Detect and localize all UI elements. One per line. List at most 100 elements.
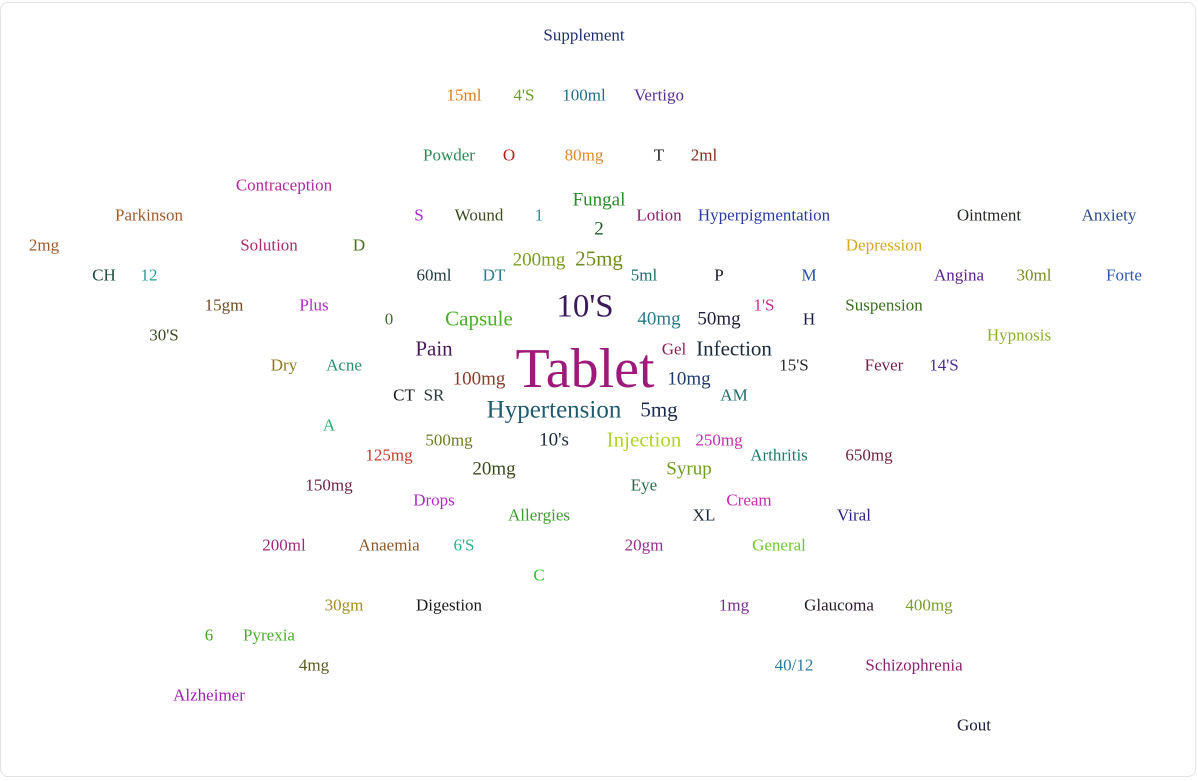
cloud-word: 250mg	[695, 430, 743, 450]
cloud-word: Suspension	[845, 295, 923, 315]
cloud-word: Pyrexia	[243, 625, 295, 645]
cloud-word: Viral	[837, 505, 871, 525]
cloud-word: 10's	[539, 429, 569, 451]
cloud-word: AM	[720, 385, 748, 405]
cloud-word: 200mg	[512, 249, 566, 271]
cloud-word: Glaucoma	[804, 595, 874, 615]
cloud-word: 1mg	[718, 595, 750, 615]
cloud-word: O	[502, 145, 516, 165]
cloud-word: 50mg	[697, 308, 741, 330]
cloud-word: H	[802, 309, 816, 329]
cloud-word: Drops	[413, 490, 455, 510]
cloud-word: 2ml	[690, 145, 718, 165]
cloud-word: 40mg	[637, 308, 681, 330]
cloud-word: Depression	[845, 235, 923, 255]
cloud-word: 4mg	[298, 655, 330, 675]
cloud-word: 2	[594, 218, 604, 240]
cloud-word: 4'S	[513, 85, 535, 105]
cloud-word: Syrup	[666, 458, 712, 480]
cloud-word: M	[801, 265, 817, 285]
cloud-word: Contraception	[235, 175, 333, 195]
cloud-word: SR	[423, 385, 445, 405]
cloud-word: Cream	[726, 490, 772, 510]
cloud-word: 5mg	[640, 397, 678, 422]
cloud-word: Eye	[630, 475, 658, 495]
cloud-word: Infection	[696, 336, 772, 361]
cloud-word: 20mg	[472, 458, 516, 480]
cloud-word: 100ml	[562, 85, 606, 105]
cloud-word: T	[653, 145, 665, 165]
cloud-word: 30gm	[324, 595, 364, 615]
cloud-word: Capsule	[445, 306, 513, 331]
cloud-word: Ointment	[956, 205, 1022, 225]
cloud-word: XL	[692, 505, 716, 525]
cloud-word: Vertigo	[633, 85, 685, 105]
cloud-word: 14'S	[929, 355, 959, 375]
cloud-word: Fungal	[572, 189, 626, 211]
cloud-word: 30'S	[149, 325, 179, 345]
cloud-word: Parkinson	[115, 205, 183, 225]
cloud-word: S	[414, 205, 424, 225]
cloud-word: 12	[140, 265, 158, 285]
cloud-word: 5ml	[630, 265, 658, 285]
cloud-word: 200ml	[262, 535, 306, 555]
cloud-word: 650mg	[845, 445, 893, 465]
cloud-word: 6	[204, 625, 214, 645]
cloud-word: D	[352, 235, 366, 255]
cloud-word: 0	[384, 309, 394, 329]
cloud-word: A	[322, 415, 336, 435]
cloud-word: 25mg	[575, 246, 623, 271]
cloud-word: 150mg	[305, 475, 353, 495]
cloud-word: Injection	[606, 427, 682, 452]
cloud-word: 80mg	[564, 145, 604, 165]
cloud-word: 400mg	[905, 595, 953, 615]
cloud-word: C	[533, 565, 545, 585]
cloud-word: Acne	[326, 355, 362, 375]
cloud-word: 1	[534, 205, 544, 225]
cloud-word: Schizophrenia	[865, 655, 963, 675]
cloud-word: Gout	[957, 715, 991, 735]
cloud-word: DT	[482, 265, 506, 285]
cloud-word: Angina	[933, 265, 985, 285]
cloud-word: 100mg	[452, 368, 506, 390]
cloud-word: 6'S	[453, 535, 475, 555]
cloud-word: Anaemia	[358, 535, 420, 555]
cloud-word: Allergies	[507, 505, 571, 525]
cloud-word: CH	[92, 265, 116, 285]
cloud-word: 1'S	[753, 295, 775, 315]
cloud-word: 15gm	[204, 295, 244, 315]
cloud-word: Dry	[270, 355, 298, 375]
cloud-word: Lotion	[636, 205, 682, 225]
cloud-word: 15'S	[779, 355, 809, 375]
cloud-word: 2mg	[28, 235, 60, 255]
cloud-word: Tablet	[515, 338, 655, 400]
cloud-word: Digestion	[415, 595, 483, 615]
cloud-word: 10mg	[667, 368, 711, 390]
cloud-word: Hyperpigmentation	[697, 205, 831, 225]
cloud-word: 10'S	[556, 288, 614, 325]
cloud-word: Forte	[1106, 265, 1142, 285]
cloud-word: 30ml	[1016, 265, 1052, 285]
cloud-word: Hypnosis	[986, 325, 1052, 345]
cloud-word: Arthritis	[750, 445, 808, 465]
cloud-word: Anxiety	[1081, 205, 1137, 225]
cloud-word: Supplement	[543, 25, 625, 45]
cloud-word: Fever	[864, 355, 904, 375]
cloud-word: 125mg	[365, 445, 413, 465]
cloud-word: Gel	[661, 339, 687, 359]
cloud-word: 15ml	[446, 85, 482, 105]
cloud-word: Hypertension	[486, 396, 622, 424]
cloud-word: 60ml	[416, 265, 452, 285]
cloud-word: 40/12	[774, 655, 814, 675]
cloud-word: 20gm	[624, 535, 664, 555]
cloud-word: General	[752, 535, 806, 555]
cloud-word: Solution	[240, 235, 298, 255]
cloud-word: Wound	[454, 205, 504, 225]
cloud-word: P	[714, 265, 724, 285]
cloud-word: Alzheimer	[173, 685, 245, 705]
cloud-word: CT	[393, 385, 415, 405]
cloud-word: Plus	[299, 295, 329, 315]
cloud-word: 500mg	[425, 430, 473, 450]
